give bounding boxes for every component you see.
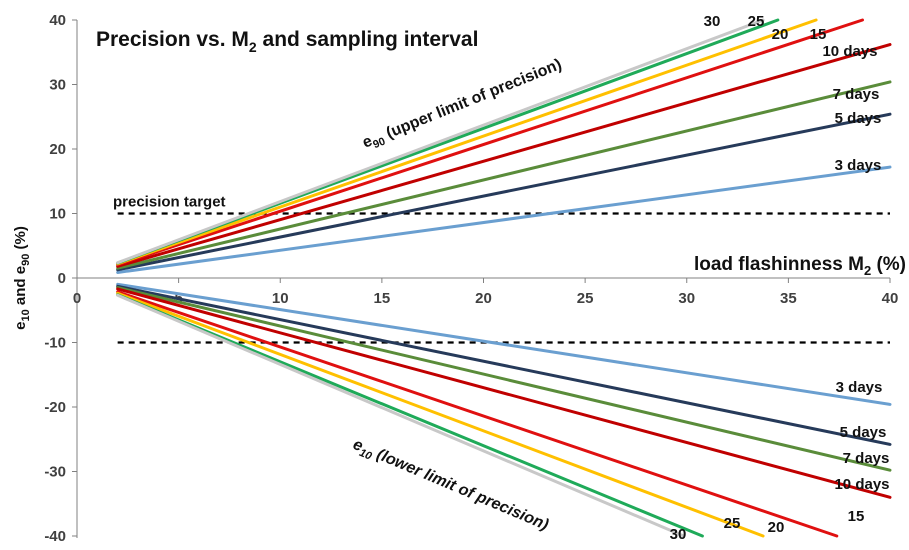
y-tick-label: 20	[49, 141, 66, 158]
chart-title: Precision vs. M2 and sampling interval	[96, 28, 478, 55]
lower-line-30	[116, 293, 686, 538]
upper-line-15	[116, 18, 865, 267]
lower-line-25	[116, 293, 704, 538]
y-tick-label: -20	[44, 399, 66, 416]
upper-series-label: 25	[748, 13, 765, 30]
lower-line-20	[116, 291, 765, 538]
upper-line-5-days	[116, 112, 892, 272]
lower-line-10-days	[116, 287, 892, 499]
lower-line-15	[116, 290, 839, 538]
x-tick-label: 40	[882, 290, 899, 307]
lower-limit-annotation: e10 (lower limit of precision)	[349, 436, 551, 537]
lower-series-label: 20	[768, 519, 785, 536]
upper-series-label: 20	[772, 26, 789, 43]
lower-series-label: 3 days	[836, 379, 883, 396]
x-tick-label: 20	[475, 290, 492, 307]
lower-line-7-days	[116, 286, 892, 472]
upper-series-label: 10 days	[822, 43, 877, 60]
y-tick-label: 10	[49, 206, 66, 223]
upper-line-7-days	[116, 80, 892, 270]
lower-series-label: 30	[670, 526, 687, 543]
reference-line-label: precision target	[113, 194, 226, 211]
upper-series-label: 15	[810, 26, 827, 43]
x-tick-label: 35	[780, 290, 797, 307]
upper-line-10-days	[116, 43, 892, 268]
y-tick-label: -10	[44, 335, 66, 352]
y-tick-label: -40	[44, 528, 66, 545]
x-tick-label: 25	[577, 290, 594, 307]
lower-series-label: 15	[848, 508, 865, 525]
lower-line-5-days	[116, 284, 892, 446]
x-tick-label: 0	[73, 290, 81, 307]
y-tick-label: 30	[49, 77, 66, 94]
lower-series-label: 7 days	[843, 450, 890, 467]
upper-series-label: 5 days	[835, 110, 882, 127]
y-axis-label: e10 and e90 (%)	[12, 226, 32, 330]
upper-series-label: 3 days	[835, 157, 882, 174]
upper-series-label: 7 days	[833, 86, 880, 103]
x-tick-label: 10	[272, 290, 289, 307]
y-tick-label: 40	[49, 12, 66, 29]
y-tick-label: -30	[44, 464, 66, 481]
x-tick-label: 15	[374, 290, 391, 307]
lower-series-label: 10 days	[834, 476, 889, 493]
lower-line-3-days	[116, 282, 892, 406]
x-tick-label: 30	[678, 290, 695, 307]
lower-series-label: 25	[724, 515, 741, 532]
upper-line-3-days	[116, 165, 892, 274]
upper-line-30	[116, 18, 765, 265]
x-axis-label: load flashinness M2 (%)	[694, 254, 906, 278]
upper-series-label: 30	[704, 13, 721, 30]
lower-series-label: 5 days	[840, 424, 887, 441]
y-tick-label: 0	[58, 270, 66, 287]
upper-line-20	[116, 18, 818, 266]
